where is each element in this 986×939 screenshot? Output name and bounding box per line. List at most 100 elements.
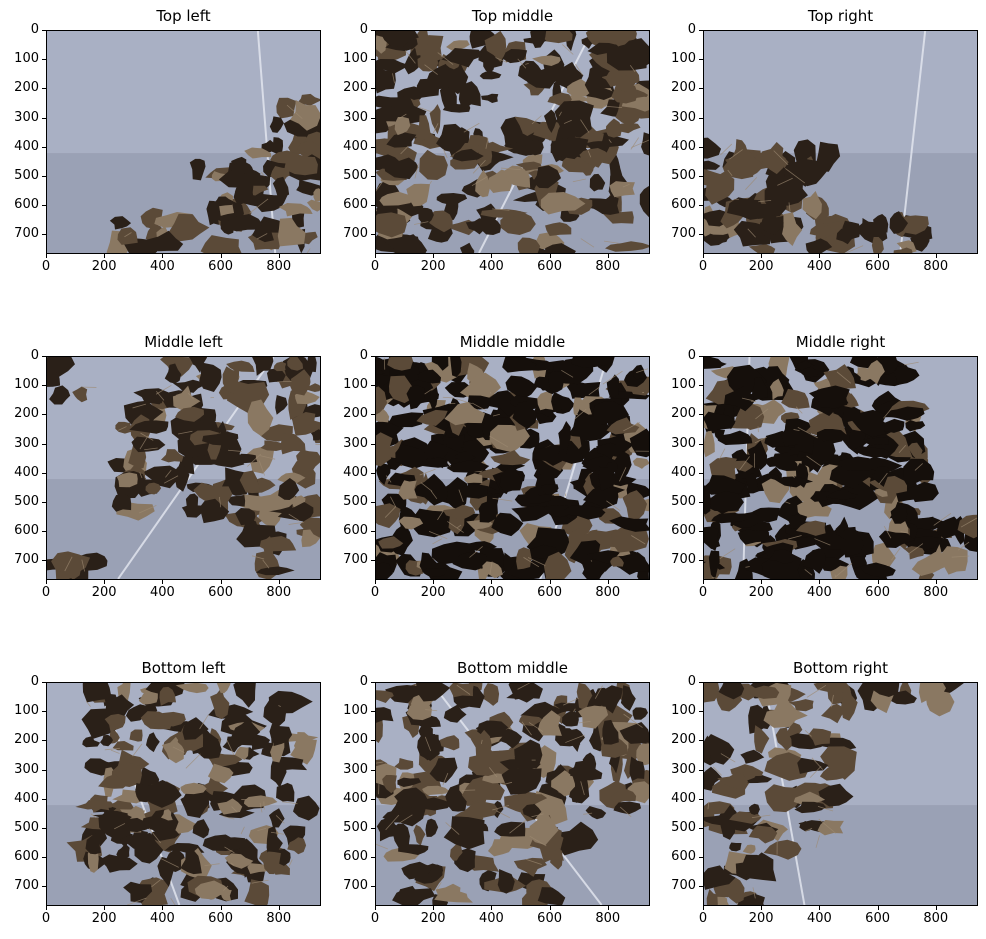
x-tick-mark	[761, 906, 763, 910]
y-tick-mark	[699, 886, 703, 888]
x-tick-label: 600	[865, 259, 890, 274]
y-tick-label: 600	[343, 523, 368, 538]
panel-title: Top middle	[471, 7, 554, 25]
y-tick-mark	[42, 59, 46, 61]
x-tick-mark	[278, 580, 280, 584]
x-tick-label: 200	[748, 585, 774, 600]
y-tick-mark	[371, 146, 375, 148]
y-tick-label: 500	[343, 167, 368, 183]
y-tick-mark	[699, 827, 703, 829]
y-tick-mark	[42, 146, 46, 148]
x-tick-mark	[104, 580, 106, 584]
x-tick-mark	[607, 254, 609, 258]
y-tick-mark	[371, 472, 375, 474]
x-tick-label: 800	[595, 259, 621, 274]
y-tick-mark	[699, 175, 703, 177]
y-tick-label: 500	[343, 819, 368, 835]
x-tick-mark	[162, 254, 164, 258]
y-tick-label: 100	[343, 51, 368, 67]
y-tick-mark	[371, 857, 375, 858]
y-tick-label: 0	[30, 674, 39, 689]
y-tick-mark	[371, 59, 375, 61]
soil-debris-photo	[46, 682, 321, 906]
y-tick-mark	[699, 560, 703, 562]
x-tick-mark	[375, 580, 376, 584]
y-tick-label: 700	[14, 552, 39, 568]
y-tick-label: 0	[359, 674, 368, 689]
soil-debris-photo	[703, 682, 978, 906]
x-tick-label: 800	[595, 585, 621, 600]
soil-debris-photo	[703, 30, 978, 254]
y-tick-mark	[42, 560, 46, 562]
x-tick-mark	[549, 254, 551, 258]
y-tick-label: 200	[14, 80, 39, 96]
y-tick-mark	[42, 682, 46, 683]
y-tick-label: 700	[671, 878, 696, 894]
y-tick-label: 300	[14, 761, 39, 777]
x-tick-mark	[607, 906, 609, 910]
y-tick-mark	[699, 711, 703, 713]
x-tick-label: 0	[370, 259, 380, 274]
y-tick-label: 300	[671, 761, 696, 777]
y-tick-label: 0	[687, 674, 696, 689]
x-tick-mark	[162, 906, 164, 910]
y-tick-label: 700	[671, 552, 696, 568]
x-tick-label: 400	[478, 911, 504, 926]
y-tick-mark	[699, 798, 703, 800]
y-tick-mark	[42, 234, 46, 236]
x-tick-mark	[703, 906, 704, 910]
y-tick-mark	[371, 443, 375, 445]
y-tick-label: 0	[30, 22, 39, 37]
y-tick-label: 600	[14, 849, 39, 864]
y-tick-label: 600	[671, 523, 696, 538]
y-tick-mark	[699, 769, 703, 771]
y-tick-label: 400	[671, 464, 696, 480]
x-tick-label: 0	[698, 259, 708, 274]
y-tick-mark	[371, 88, 375, 90]
x-tick-mark	[877, 580, 879, 584]
y-tick-label: 300	[14, 435, 39, 451]
y-tick-mark	[371, 356, 375, 357]
y-tick-label: 100	[671, 51, 696, 67]
panel-title: Middle right	[795, 333, 886, 351]
y-tick-mark	[371, 769, 375, 771]
x-tick-label: 200	[420, 911, 446, 926]
panel-title: Bottom middle	[456, 659, 568, 677]
x-tick-label: 400	[806, 585, 832, 600]
soil-debris-photo	[46, 30, 321, 254]
x-tick-label: 200	[91, 585, 117, 600]
y-tick-mark	[42, 769, 46, 771]
x-tick-label: 200	[91, 259, 117, 274]
y-tick-label: 300	[14, 109, 39, 125]
y-tick-label: 100	[343, 703, 368, 719]
soil-debris-photo	[375, 682, 650, 906]
y-tick-mark	[42, 356, 46, 357]
y-tick-mark	[42, 443, 46, 445]
x-tick-mark	[220, 254, 222, 258]
panel-title: Bottom right	[792, 659, 889, 677]
x-tick-label: 200	[748, 911, 774, 926]
x-tick-label: 800	[266, 259, 292, 274]
x-tick-mark	[703, 580, 704, 584]
x-tick-label: 800	[923, 585, 949, 600]
x-tick-label: 0	[370, 585, 380, 600]
y-tick-label: 0	[359, 22, 368, 37]
x-tick-label: 600	[537, 911, 562, 926]
y-tick-label: 700	[14, 226, 39, 242]
y-tick-mark	[699, 740, 703, 742]
x-tick-mark	[935, 580, 937, 584]
y-tick-mark	[42, 30, 46, 31]
y-tick-label: 100	[671, 377, 696, 393]
x-tick-mark	[433, 906, 435, 910]
x-tick-label: 0	[370, 911, 380, 926]
y-tick-label: 700	[343, 226, 368, 242]
y-tick-label: 400	[343, 138, 368, 154]
y-tick-mark	[371, 205, 375, 206]
y-tick-label: 600	[671, 197, 696, 212]
x-tick-label: 400	[149, 585, 175, 600]
y-tick-label: 700	[671, 226, 696, 242]
x-tick-mark	[877, 254, 879, 258]
y-tick-mark	[371, 385, 375, 387]
y-tick-mark	[699, 682, 703, 683]
y-tick-label: 400	[671, 790, 696, 806]
